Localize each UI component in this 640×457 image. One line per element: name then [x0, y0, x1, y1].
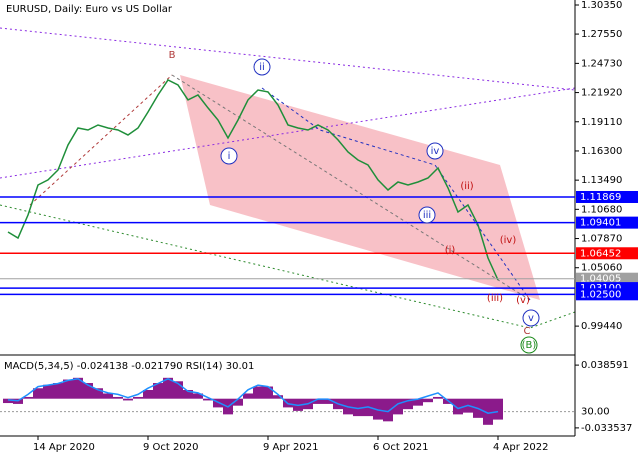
x-tick-label: 14 Apr 2020 [33, 442, 95, 453]
macd-bar [123, 398, 133, 401]
macd-bar [353, 398, 363, 417]
rsi-line [7, 377, 499, 414]
y-tick-label: 0.99440 [581, 321, 622, 332]
macd-bar [423, 398, 433, 403]
wave-label: (v) [516, 295, 530, 306]
macd-bar [483, 398, 493, 425]
x-tick-label: 9 Oct 2020 [143, 442, 198, 453]
level-label-box [576, 247, 638, 260]
macd-bar [83, 383, 93, 399]
wave-marker [520, 336, 538, 354]
x-tick-label: 6 Oct 2021 [373, 442, 428, 453]
macd-bar [113, 396, 123, 399]
level-label-box [576, 272, 638, 285]
macd-bar [33, 388, 43, 399]
macd-bar [273, 395, 283, 399]
macd-bar [393, 398, 403, 415]
wave-label: B [169, 50, 176, 61]
macd-bar [3, 398, 13, 404]
level-label: 1.11869 [580, 192, 621, 203]
macd-bar [213, 398, 223, 408]
level-label-box [576, 216, 638, 229]
level-label-box [576, 288, 638, 301]
wave-label: iii [423, 210, 431, 221]
x-tick-label: 9 Apr 2021 [263, 442, 318, 453]
level-label: 1.09401 [580, 218, 621, 229]
y-tick-label: 1.10680 [581, 204, 622, 215]
wave-marker [220, 147, 238, 165]
wave-label: ii [259, 62, 265, 73]
trend-line [171, 74, 531, 301]
macd-bar [133, 396, 143, 399]
macd-bar [73, 377, 83, 399]
wave-channel [180, 75, 540, 300]
wave-label: (iv) [500, 235, 517, 246]
y-tick-label: 1.24730 [581, 58, 622, 69]
y-tick-label: 1.21920 [581, 88, 622, 99]
macd-bar [193, 393, 203, 399]
macd-bar [413, 398, 423, 406]
wave-label: iv [431, 146, 440, 157]
macd-bar [243, 393, 253, 399]
wave-label: (ii) [460, 181, 473, 192]
level-label-box [576, 190, 638, 203]
wave-label: v [528, 313, 534, 324]
y-tick-label: 1.27550 [581, 29, 622, 40]
wave-marker [426, 142, 444, 160]
y-tick-label: 1.07870 [581, 234, 622, 245]
macd-bar [403, 398, 413, 410]
macd-bar [153, 383, 163, 399]
level-label: 1.06452 [580, 248, 621, 259]
macd-bar [203, 398, 213, 401]
macd-bar [373, 398, 383, 420]
trend-line [0, 204, 576, 329]
chart-title: EURUSD, Daily: Euro vs US Dollar [6, 4, 173, 15]
y-tick-label: -0.033537 [581, 423, 632, 434]
trend-line [0, 87, 576, 179]
wave-marker [253, 58, 271, 76]
wave-marker [522, 309, 540, 327]
macd-bar [433, 396, 443, 399]
macd-bar [453, 398, 463, 415]
macd-bar [183, 389, 193, 399]
level-label: 1.02500 [580, 289, 621, 300]
macd-bar [493, 398, 503, 420]
y-tick-label: 1.16300 [581, 146, 622, 157]
macd-bar [263, 386, 273, 399]
y-tick-label: 1.19110 [581, 117, 622, 128]
wave-label: i [228, 151, 231, 162]
macd-bar [103, 393, 113, 399]
macd-bar [233, 398, 243, 406]
y-tick-label: 0.038591 [581, 360, 629, 371]
y-tick-label: 1.05060 [581, 263, 622, 274]
wave-marker [418, 206, 436, 224]
macd-bar [143, 389, 153, 399]
wave-label: C [524, 326, 531, 337]
macd-bar [53, 383, 63, 399]
wave-label: (B) [522, 340, 537, 351]
macd-bar [163, 377, 173, 399]
price-line [7, 79, 499, 281]
level-label: 1.04005 [580, 274, 621, 285]
indicator-title: MACD(5,34,5) -0.024138 -0.021790 RSI(14)… [4, 361, 254, 372]
wave-label: (i) [445, 245, 456, 256]
y2-tick-label: 30.00 [581, 407, 610, 418]
macd-bar [43, 384, 53, 399]
trend-line [0, 27, 576, 91]
y-tick-label: 1.30350 [581, 0, 622, 11]
macd-bar [93, 388, 103, 399]
macd-bar [323, 398, 333, 404]
trend-line [29, 74, 173, 206]
macd-bar [23, 396, 33, 399]
macd-bar [173, 381, 183, 399]
macd-bar [63, 379, 73, 399]
macd-bar [383, 398, 393, 422]
x-tick-label: 4 Apr 2022 [493, 442, 548, 453]
macd-bar [313, 398, 323, 404]
y-tick-label: 1.13490 [581, 175, 622, 186]
macd-bar [253, 386, 263, 399]
wave-label: (iii) [487, 293, 503, 304]
